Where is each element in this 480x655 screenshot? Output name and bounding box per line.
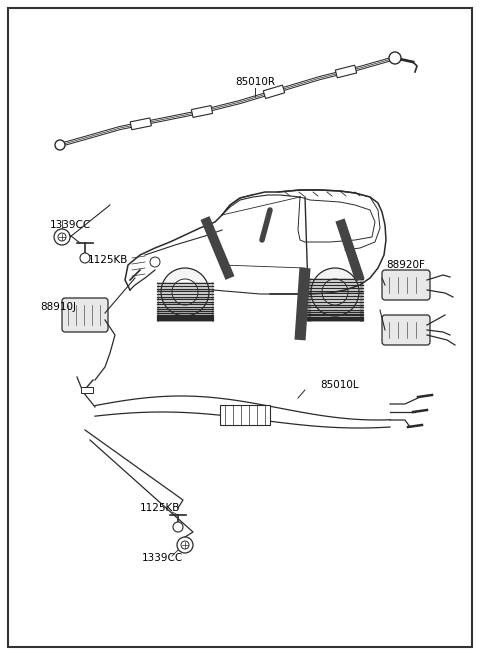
Bar — [81, 387, 93, 393]
Circle shape — [55, 140, 65, 150]
Text: 85010L: 85010L — [321, 380, 360, 390]
Text: 88910J: 88910J — [40, 302, 76, 312]
Circle shape — [150, 257, 160, 267]
Text: 1125KB: 1125KB — [140, 503, 180, 513]
Bar — [220, 405, 270, 425]
Circle shape — [161, 268, 209, 316]
Bar — [130, 118, 151, 130]
Text: 88920F: 88920F — [386, 260, 425, 270]
Circle shape — [389, 52, 401, 64]
FancyBboxPatch shape — [382, 270, 430, 300]
Circle shape — [322, 279, 348, 305]
Circle shape — [54, 229, 70, 245]
Circle shape — [177, 537, 193, 553]
Circle shape — [172, 279, 198, 305]
Text: 1125KB: 1125KB — [88, 255, 128, 265]
Circle shape — [58, 233, 66, 241]
Text: 1339CC: 1339CC — [50, 220, 91, 230]
Circle shape — [311, 268, 359, 316]
Circle shape — [80, 253, 90, 263]
Bar — [192, 105, 213, 117]
Circle shape — [173, 522, 183, 532]
Text: 85010R: 85010R — [235, 77, 275, 87]
Text: 1339CC: 1339CC — [142, 553, 182, 563]
FancyBboxPatch shape — [382, 315, 430, 345]
Bar — [263, 85, 285, 98]
Circle shape — [181, 541, 189, 549]
Bar — [336, 66, 357, 78]
FancyBboxPatch shape — [62, 298, 108, 332]
